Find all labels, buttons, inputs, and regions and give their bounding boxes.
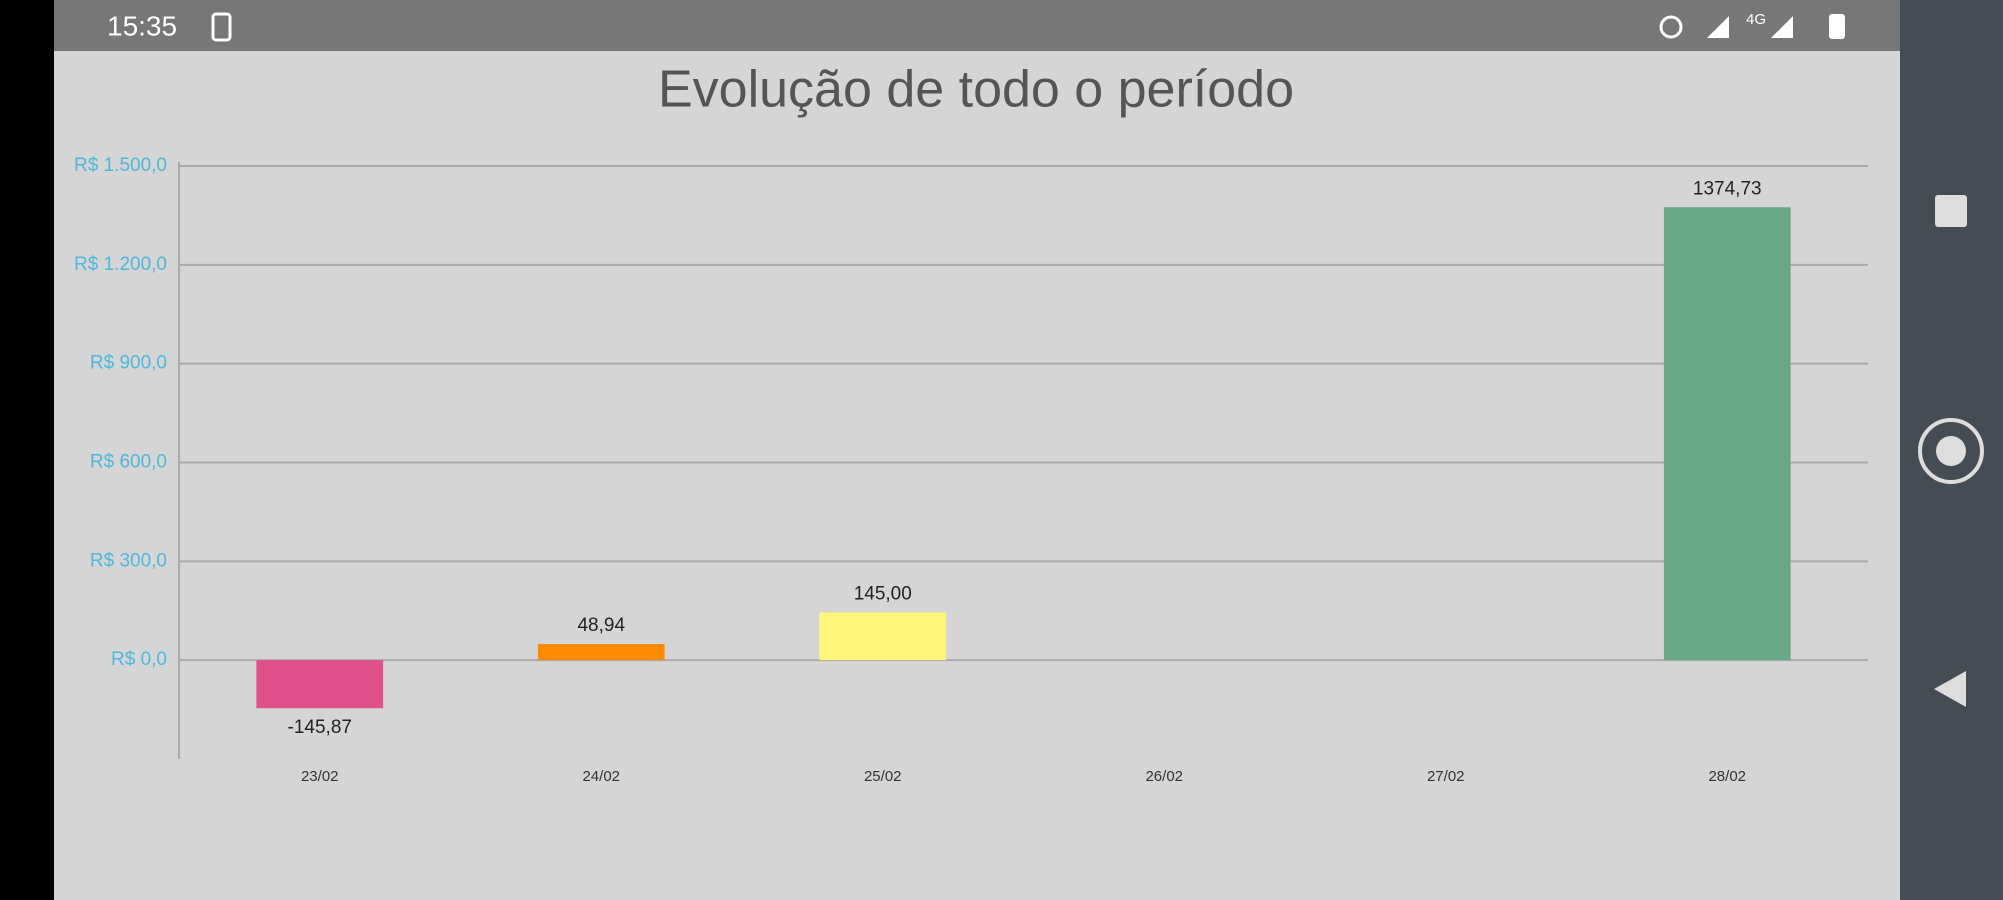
value-label: -145,87 — [288, 717, 352, 738]
y-tick-label: R$ 1.500,0 — [74, 155, 167, 176]
home-button[interactable] — [1918, 418, 1984, 484]
home-dot — [1936, 436, 1966, 466]
chart-title: Evolução de todo o período — [658, 61, 1294, 119]
y-tick-label: R$ 600,0 — [90, 452, 167, 473]
value-label: 1374,73 — [1693, 178, 1762, 199]
value-label: 48,94 — [577, 615, 625, 636]
value-label: 145,00 — [854, 583, 912, 604]
bar — [537, 644, 665, 661]
y-tick-label: R$ 300,0 — [90, 550, 167, 571]
back-button[interactable] — [1934, 671, 1966, 707]
status-time: 15:35 — [107, 10, 177, 41]
status-icon — [211, 12, 232, 42]
recents-button[interactable] — [1935, 195, 1967, 227]
bar — [1663, 207, 1791, 661]
signal-icon — [1707, 16, 1729, 38]
signal-icon — [1771, 16, 1793, 38]
y-tick-label: R$ 1.200,0 — [74, 254, 167, 275]
bar — [819, 612, 947, 661]
left-edge — [0, 0, 54, 900]
y-tick-label: R$ 900,0 — [90, 353, 167, 374]
x-tick-label: 28/02 — [1708, 768, 1746, 785]
x-tick-label: 23/02 — [301, 768, 339, 785]
x-tick-label: 27/02 — [1427, 768, 1465, 785]
bar — [256, 660, 384, 709]
battery-icon — [1829, 14, 1845, 39]
alarm-icon — [1659, 15, 1683, 39]
status-bar — [54, 0, 1900, 51]
x-tick-label: 25/02 — [864, 768, 902, 785]
x-tick-label: 24/02 — [582, 768, 620, 785]
y-tick-label: R$ 0,0 — [111, 649, 167, 670]
app-background — [54, 0, 1900, 900]
x-tick-label: 26/02 — [1145, 768, 1183, 785]
network-type: 4G — [1746, 11, 1766, 28]
